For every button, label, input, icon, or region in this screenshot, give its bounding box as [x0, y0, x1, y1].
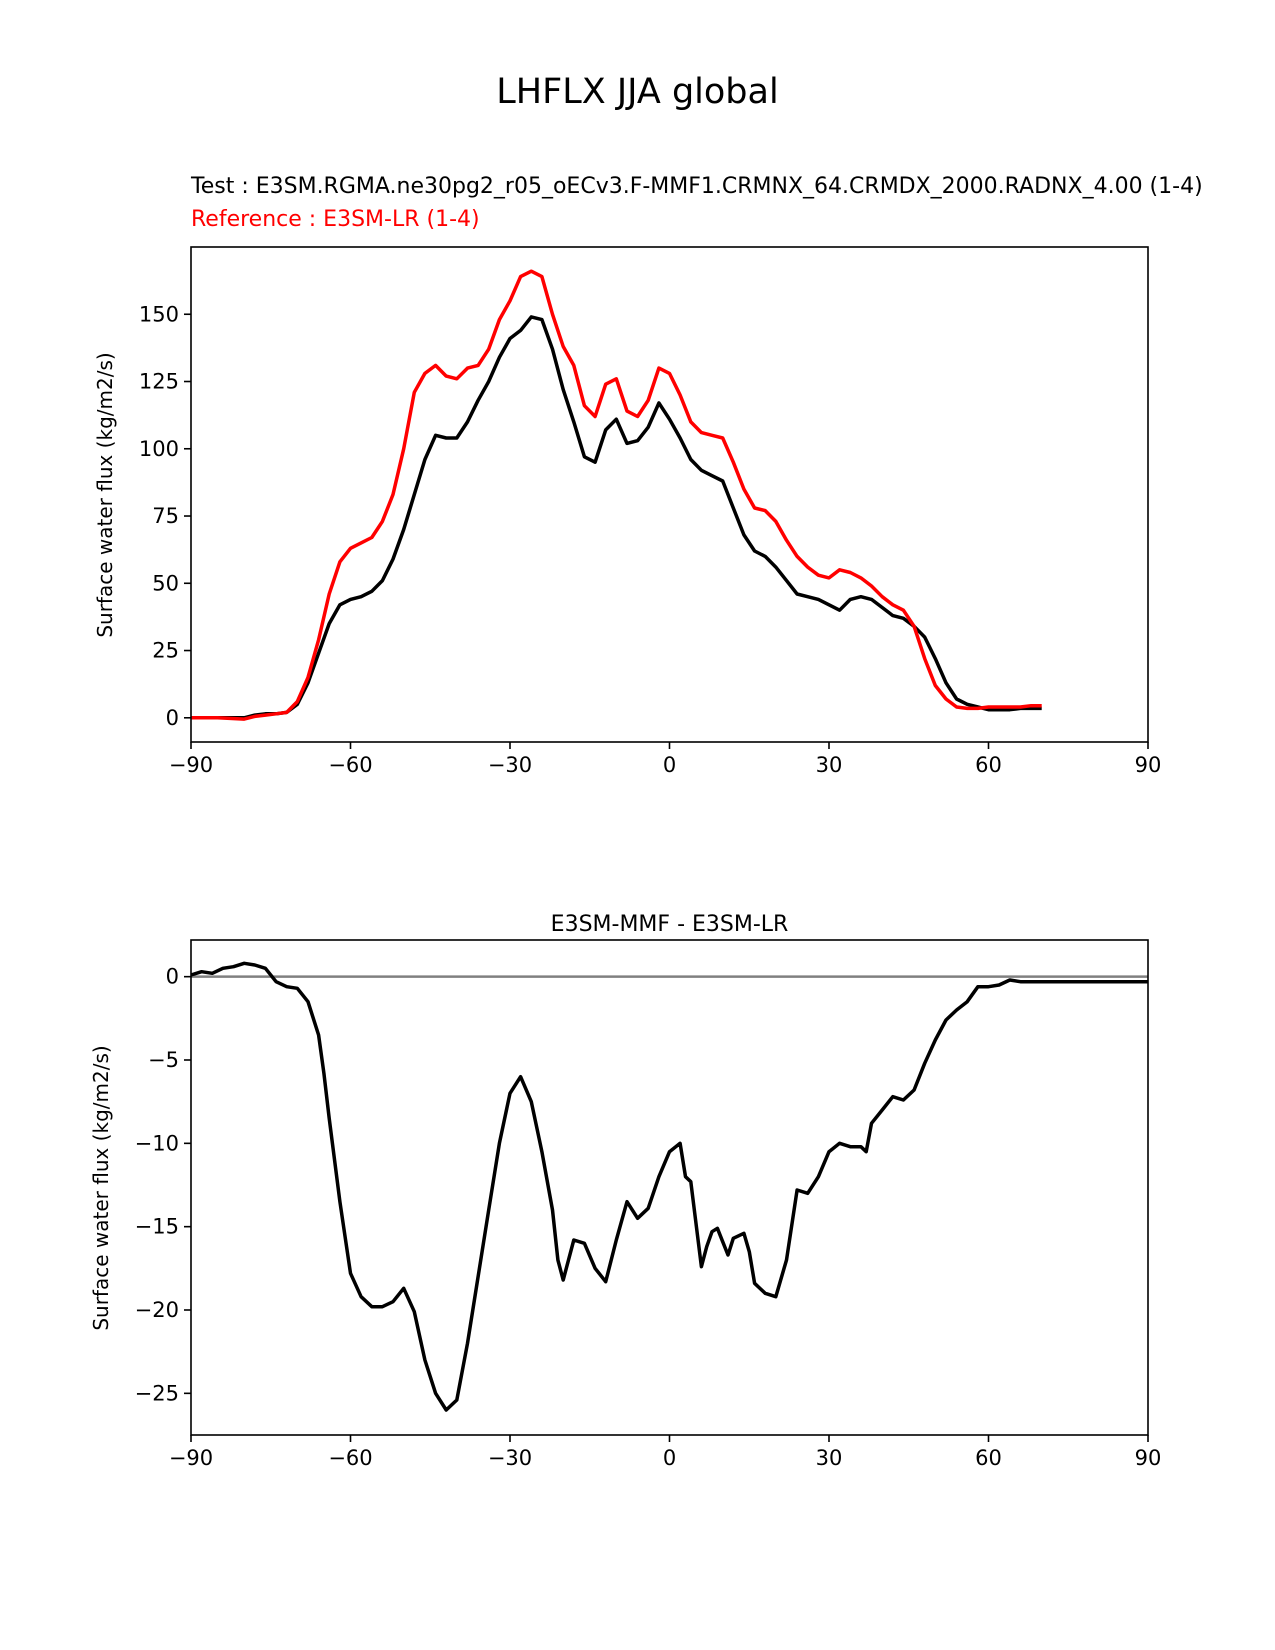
y-tick-label: 50: [152, 571, 179, 595]
y-tick-label: −25: [135, 1381, 179, 1405]
y-tick-label: 0: [166, 706, 179, 730]
x-tick-label: −60: [328, 1446, 372, 1470]
x-tick-label: −90: [169, 753, 213, 777]
y-tick-label: 125: [139, 370, 179, 394]
panel-2-axes-frame: [190, 939, 1149, 1436]
y-tick-label: −15: [135, 1215, 179, 1239]
x-tick-label: 90: [1135, 1446, 1162, 1470]
x-tick-label: 0: [663, 1446, 676, 1470]
x-tick-label: −60: [328, 753, 372, 777]
y-tick-label: 150: [139, 302, 179, 326]
panel-1-series-line-2: [191, 269, 1042, 721]
panel-1-series-line-1: [191, 315, 1042, 720]
x-tick-label: 0: [663, 753, 676, 777]
reference-run-label: Reference : E3SM-LR (1-4): [191, 207, 480, 232]
panel-2-y-axis-label: Surface water flux (kg/m2/s): [89, 1045, 113, 1330]
panel-2-title: E3SM-MMF - E3SM-LR: [551, 912, 789, 937]
x-tick-label: 30: [816, 753, 843, 777]
y-tick-label: −20: [135, 1298, 179, 1322]
y-tick-label: −10: [135, 1131, 179, 1155]
x-tick-label: 90: [1135, 753, 1162, 777]
figure-title: LHFLX JJA global: [496, 72, 779, 112]
test-run-label: Test : E3SM.RGMA.ne30pg2_r05_oECv3.F-MMF…: [191, 174, 1203, 199]
x-tick-label: −30: [488, 1446, 532, 1470]
x-tick-label: −30: [488, 753, 532, 777]
y-tick-label: −5: [148, 1048, 179, 1072]
panel-2-series-line-1: [190, 961, 1148, 1412]
y-tick-label: 75: [152, 504, 179, 528]
x-tick-label: 30: [816, 1446, 843, 1470]
panel-1-axes-frame: [190, 246, 1149, 743]
y-tick-label: 0: [166, 965, 179, 989]
x-tick-label: 60: [975, 1446, 1002, 1470]
x-tick-label: −90: [169, 1446, 213, 1470]
y-tick-label: 25: [152, 639, 179, 663]
x-tick-label: 60: [975, 753, 1002, 777]
panel-1-y-axis-label: Surface water flux (kg/m2/s): [93, 352, 117, 637]
y-tick-label: 100: [139, 437, 179, 461]
